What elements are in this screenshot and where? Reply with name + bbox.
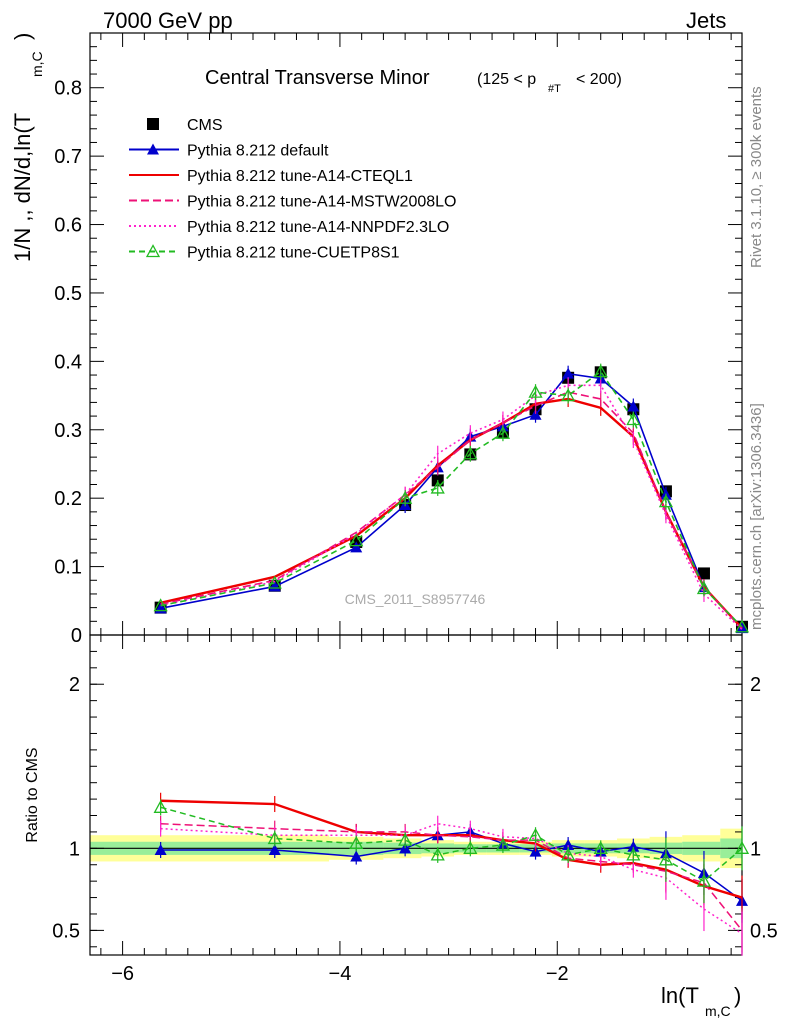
data-point — [734, 619, 750, 633]
legend-label: Pythia 8.212 default — [187, 143, 329, 160]
header-left: 7000 GeV pp — [103, 8, 233, 33]
legend-label: Pythia 8.212 tune-CUETP8S1 — [187, 245, 400, 262]
data-point — [697, 567, 710, 580]
legend-label: Pythia 8.212 tune-A14-NNPDF2.3LO — [187, 219, 449, 236]
data-point — [349, 533, 364, 547]
ratio-y-tick-label-right: 2 — [750, 674, 761, 696]
y-tick-label: 0.1 — [54, 557, 82, 579]
y-tick-label: 0.3 — [54, 420, 82, 442]
ratio-plot-frame — [89, 634, 743, 956]
chart-title-range: (125 < p — [477, 71, 536, 88]
y-tick-label: 0.8 — [54, 78, 82, 100]
ratio-series-line — [160, 822, 743, 935]
ratio-series-line — [160, 799, 743, 899]
ratio-y-tick-label-right: 0.5 — [750, 920, 778, 942]
analysis-watermark: CMS_2011_S8957746 — [345, 591, 486, 607]
ratio-series-line — [160, 822, 743, 931]
y-tick-label: 0.2 — [54, 488, 82, 510]
y-axis-title-end: ) — [10, 33, 35, 40]
data-point — [268, 580, 281, 592]
y-axis-title-sub: m,C — [29, 51, 45, 77]
ratio-y-tick-label-left: 1 — [69, 838, 80, 860]
rivet-label: Rivet 3.1.10, ≥ 300k events — [748, 86, 765, 268]
x-tick-label: −2 — [546, 963, 569, 985]
legend-marker — [145, 244, 161, 258]
x-axis-title-end: ) — [734, 983, 741, 1008]
legend-label: Pythia 8.212 tune-A14-CTEQL1 — [187, 168, 413, 185]
y-axis-title: 1/N ,, dN/d,ln(T — [10, 113, 35, 262]
ratio-series-line — [160, 831, 743, 902]
series-line — [160, 384, 743, 631]
ratio-y-tick-label-left: 0.5 — [52, 920, 80, 942]
y-tick-label: 0.4 — [54, 351, 82, 373]
x-tick-label: −4 — [329, 963, 352, 985]
ratio-y-axis-title: Ratio to CMS — [24, 747, 41, 842]
x-axis-title-sub: m,C — [705, 1003, 731, 1019]
y-tick-label: 0.6 — [54, 215, 82, 237]
y-tick-label: 0.5 — [54, 283, 82, 305]
data-point — [153, 598, 168, 612]
x-axis-title: ln(T — [661, 983, 699, 1008]
legend-marker — [147, 118, 159, 130]
series-line — [160, 372, 743, 629]
y-tick-label: 0 — [71, 625, 82, 647]
legend-marker — [147, 143, 159, 155]
legend-label: Pythia 8.212 tune-A14-MSTW2008LO — [187, 194, 456, 211]
chart-title: Central Transverse Minor — [205, 67, 430, 89]
series-line — [160, 391, 743, 630]
y-tick-label: 0.7 — [54, 146, 82, 168]
data-point — [267, 575, 282, 589]
ratio-y-tick-label-left: 2 — [69, 674, 80, 696]
legend-label: CMS — [187, 117, 223, 134]
chart-title-range-sub: #T — [548, 83, 561, 95]
x-tick-label: −6 — [111, 963, 134, 985]
header-right: Jets — [686, 8, 727, 33]
data-point — [350, 541, 363, 553]
series-line — [160, 370, 743, 628]
mcplots-label: mcplots.cern.ch [arXiv:1306.3436] — [748, 403, 765, 630]
chart-title-range-end: < 200) — [576, 71, 622, 88]
ratio-y-tick-label-right: 1 — [750, 838, 761, 860]
